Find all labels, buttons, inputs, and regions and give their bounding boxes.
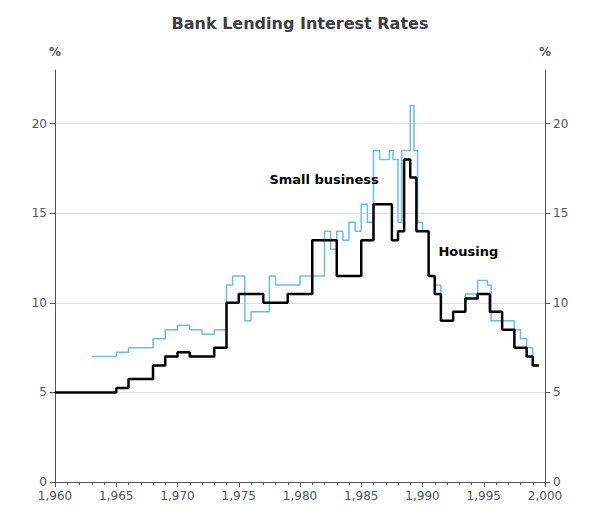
svg-text:20: 20 — [32, 117, 47, 131]
svg-text:Housing: Housing — [438, 244, 498, 259]
svg-text:Small business: Small business — [269, 172, 379, 187]
svg-text:1,975: 1,975 — [222, 489, 256, 503]
svg-text:1,970: 1,970 — [160, 489, 194, 503]
svg-text:15: 15 — [32, 206, 47, 220]
svg-text:10: 10 — [553, 296, 568, 310]
svg-text:5: 5 — [553, 385, 561, 399]
svg-text:10: 10 — [32, 296, 47, 310]
svg-text:5: 5 — [39, 385, 47, 399]
svg-text:15: 15 — [553, 206, 568, 220]
svg-text:1,995: 1,995 — [467, 489, 501, 503]
svg-text:%: % — [539, 45, 551, 59]
svg-text:1,960: 1,960 — [38, 489, 72, 503]
svg-text:1,980: 1,980 — [283, 489, 317, 503]
svg-text:20: 20 — [553, 117, 568, 131]
svg-text:0: 0 — [553, 475, 561, 489]
svg-text:%: % — [49, 45, 61, 59]
svg-text:0: 0 — [39, 475, 47, 489]
svg-text:1,965: 1,965 — [99, 489, 133, 503]
svg-text:Bank Lending Interest Rates: Bank Lending Interest Rates — [172, 14, 429, 33]
svg-text:1,990: 1,990 — [405, 489, 439, 503]
svg-text:2,000: 2,000 — [528, 489, 562, 503]
svg-text:1,985: 1,985 — [344, 489, 378, 503]
